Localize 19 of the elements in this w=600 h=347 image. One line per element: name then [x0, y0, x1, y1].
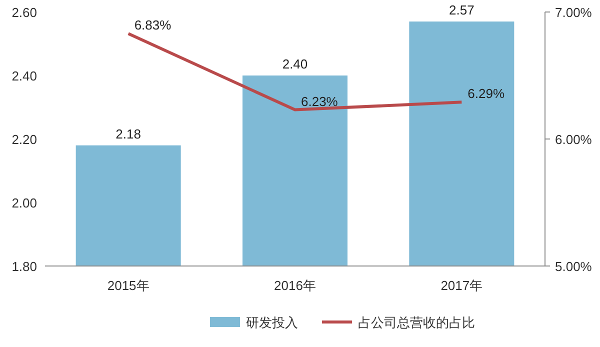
- x-tick-label: 2016年: [274, 278, 316, 293]
- data-label: 2.18: [116, 126, 141, 142]
- legend-label: 占公司总营收的占比: [358, 315, 475, 330]
- y-tick-label: 2.00: [12, 196, 37, 210]
- x-tick-label: 2015年: [107, 278, 150, 293]
- y-tick-label: 2.40: [12, 68, 37, 84]
- y-tick-label: 2.60: [12, 5, 37, 20]
- data-label: 6.23%: [301, 94, 338, 109]
- x-tick-label: 2017年: [440, 278, 483, 293]
- y-tick-label: 2.20: [12, 132, 37, 147]
- y2-tick-label: 7.00%: [555, 5, 592, 20]
- y-tick-label: 1.80: [12, 259, 37, 274]
- data-label: 2.57: [449, 2, 474, 18]
- data-label: 2.40: [282, 56, 308, 72]
- y2-tick-label: 6.00%: [555, 132, 592, 147]
- y2-tick-label: 5.00%: [555, 259, 592, 274]
- data-label: 6.83%: [134, 18, 172, 33]
- legend-label: 研发投入: [246, 315, 298, 330]
- data-label: 6.29%: [468, 86, 505, 102]
